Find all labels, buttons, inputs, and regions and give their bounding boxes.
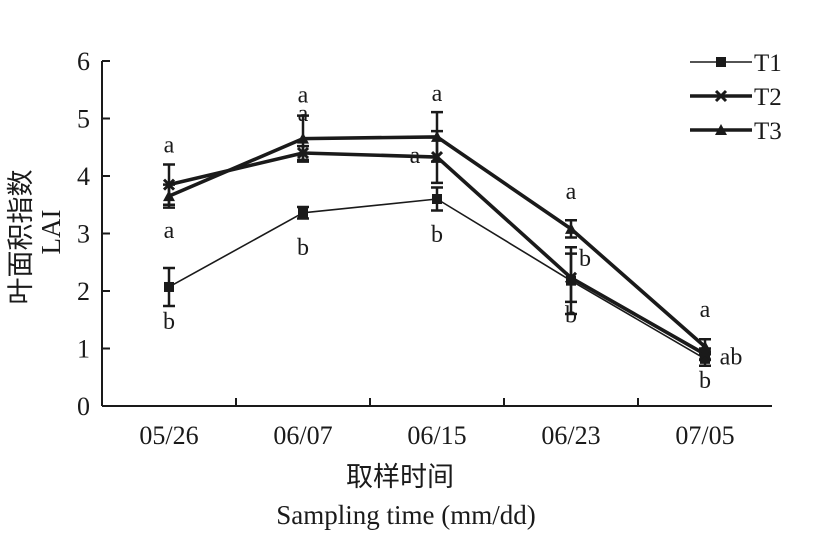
y-tick-label: 4 [77,162,90,191]
data-point-triangle [699,340,711,352]
x-tick-label: 06/07 [273,421,332,450]
data-point-triangle [297,132,309,144]
data-point-triangle [565,222,577,234]
y-axis-title-en: LAI [36,210,66,255]
y-axis-title-cn: 叶面积指数 [6,170,36,305]
legend-label: T3 [754,118,782,145]
data-point-square [298,207,308,218]
significance-label-t3: a [164,218,175,244]
significance-label-t2: b [579,246,591,272]
chart-ticks: 0 1 2 3 4 5 6 05/26 06/07 06/15 06/23 07/05 [77,47,735,450]
series-t3 [163,110,711,356]
data-point-square [432,194,442,204]
significance-label-t2: ab [720,344,743,370]
legend-item-t1: T1 [690,50,782,77]
significance-label-t1: b [565,303,577,329]
y-tick-label: 2 [77,277,90,306]
data-point-triangle [163,190,175,202]
significance-label-t1: b [699,368,711,394]
legend-marker-cross [714,89,728,103]
y-tick-label: 0 [77,392,90,421]
significance-label-t2: a [164,133,175,159]
y-tick-label: 5 [77,105,90,134]
significance-label-t2: a [410,143,421,169]
significance-label-t1: b [163,309,175,335]
chart-legend: T1 T2 T3 [690,50,782,145]
y-tick-label: 1 [77,335,90,364]
significance-label-t3: a [700,297,711,323]
legend-marker-triangle [715,124,727,135]
y-tick-label: 3 [77,220,90,249]
significance-label-t3: a [432,81,443,107]
significance-label-t1: b [431,222,443,248]
chart-series [162,110,712,367]
data-point-cross [564,271,578,284]
significance-label-t3: a [298,83,309,109]
legend-label: T2 [754,84,782,111]
legend-item-t3: T3 [690,118,782,145]
legend-marker-square [716,57,726,67]
series-t1 [163,186,711,367]
x-axis-title-en: Sampling time (mm/dd) [276,500,535,530]
y-tick-label: 6 [77,47,90,76]
x-tick-label: 06/15 [407,421,466,450]
x-axis-title-cn: 取样时间 [346,462,454,492]
significance-label-t3: a [566,179,577,205]
x-tick-label: 06/23 [541,421,600,450]
x-tick-label: 05/26 [139,421,198,450]
significance-label-t2: a [298,101,309,127]
legend-item-t2: T2 [690,84,782,111]
data-point-square [164,281,174,292]
legend-label: T1 [754,50,782,77]
data-point-triangle [431,130,443,142]
x-tick-label: 07/05 [675,421,734,450]
significance-label-t1: b [297,235,309,261]
